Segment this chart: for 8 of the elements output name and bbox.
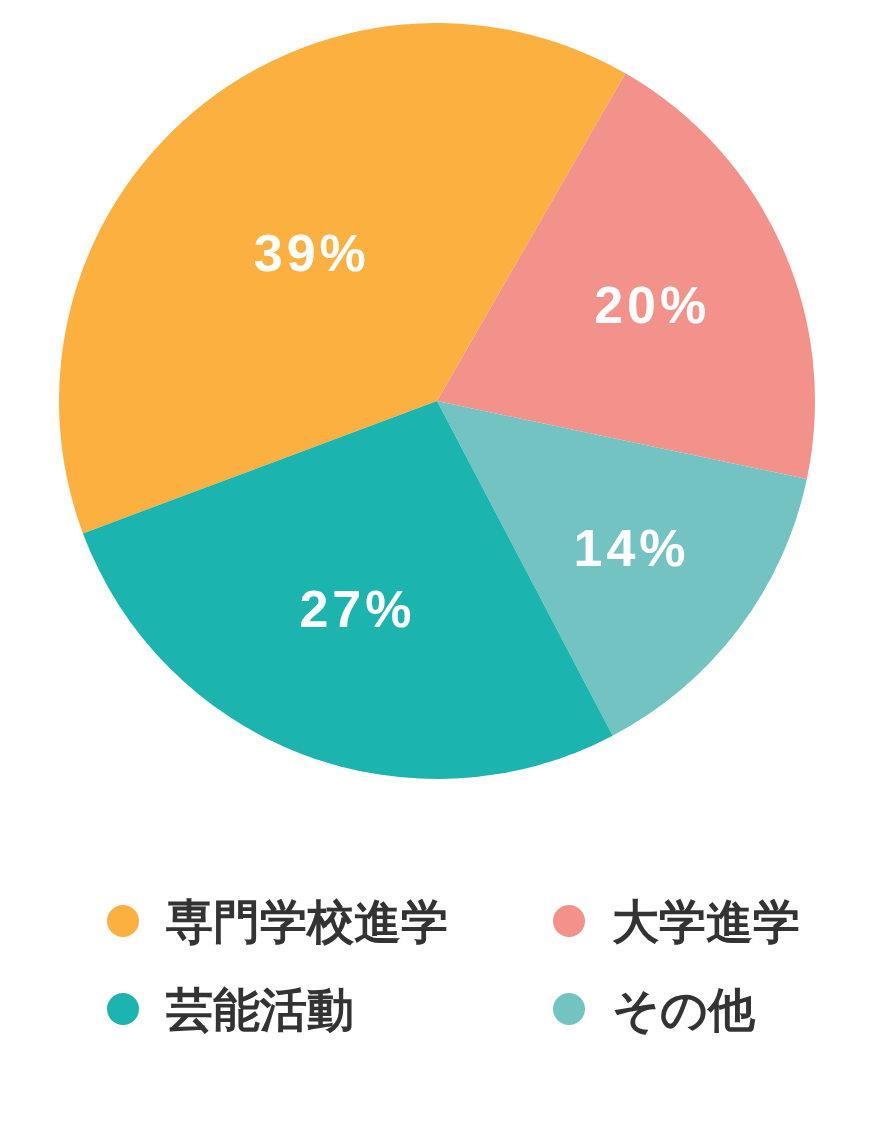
legend-label: 大学進学 bbox=[612, 894, 800, 948]
data-label: 39% bbox=[253, 224, 370, 283]
legend-label: 芸能活動 bbox=[165, 982, 354, 1036]
data-label: 14% bbox=[573, 519, 690, 578]
legend-label: 専門学校進学 bbox=[166, 894, 448, 948]
legend-label: その他 bbox=[612, 982, 756, 1036]
data-label: 27% bbox=[299, 580, 416, 639]
data-label: 20% bbox=[594, 275, 711, 334]
